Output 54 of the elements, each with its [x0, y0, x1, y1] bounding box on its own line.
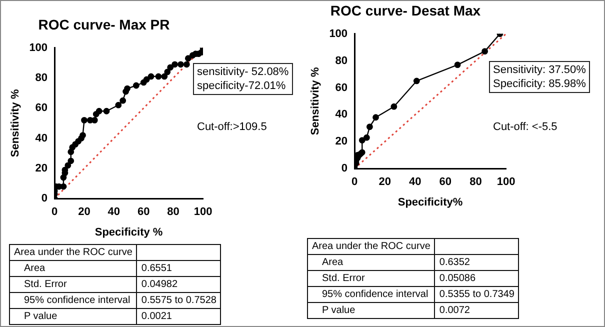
text: 95% confidence interval [10, 292, 137, 308]
x-tick-label: 20 [78, 206, 90, 218]
x-tick-label: 20 [378, 176, 391, 188]
text: P value [308, 302, 435, 318]
text: 0.5575 to 0.7528 [136, 292, 221, 308]
text: 0.6352 [434, 254, 519, 270]
x-tick-label: 100 [194, 206, 212, 218]
y-tick-label: 100 [329, 28, 348, 40]
y-axis-title: Sensitivity % [10, 89, 22, 158]
x-tick-label: 0 [351, 176, 358, 188]
y-tick-label: 60 [35, 102, 48, 114]
y-tick-label: 40 [35, 132, 48, 144]
chart-title: ROC curve- Desat Max [330, 2, 481, 18]
text: Area under the ROC curve [10, 244, 137, 260]
y-axis-title: Sensitivity % [310, 67, 322, 136]
x-tick-label: 60 [137, 206, 150, 218]
y-tick-label: 60 [335, 82, 348, 94]
y-tick-label: 0 [341, 162, 348, 175]
text: 0.05086 [434, 270, 519, 286]
chart-title: ROC curve- Max PR [38, 16, 170, 32]
annotation: specificity-72.01% [197, 79, 287, 93]
x-axis-title: Specificity % [94, 226, 163, 238]
y-tick-label: 80 [335, 54, 348, 67]
annotation: Sensitivity: 37.50% [493, 63, 586, 77]
y-tick-label: 80 [35, 72, 48, 84]
annotation: Cut-off:>109.5 [197, 121, 267, 133]
y-tick-label: 0 [41, 192, 48, 205]
x-tick-label: 0 [51, 206, 58, 218]
text: Std. Error [10, 276, 137, 292]
annotation: Specificity: 85.98% [493, 77, 586, 91]
text: 0.04982 [136, 276, 221, 292]
y-tick-label: 20 [35, 162, 48, 174]
x-tick-label: 60 [439, 176, 452, 188]
y-tick-label: 100 [29, 42, 48, 54]
x-tick-label: 100 [496, 176, 516, 188]
x-tick-label: 80 [167, 206, 180, 218]
y-tick-label: 40 [335, 108, 348, 121]
x-tick-label: 40 [108, 206, 120, 218]
text: 0.0021 [136, 308, 221, 324]
x-tick-label: 80 [470, 176, 482, 188]
text: Area under the ROC curve [308, 238, 435, 254]
text: 0.0072 [434, 302, 519, 318]
text: Area [10, 260, 137, 276]
text: 95% confidence interval [308, 286, 435, 302]
text: Area [308, 254, 435, 270]
x-tick-label: 40 [409, 176, 422, 188]
text: Std. Error [308, 270, 435, 286]
text: 0.5355 to 0.7349 [434, 286, 519, 302]
annotation: sensitivity- 52.08% [197, 65, 289, 79]
y-tick-label: 20 [335, 136, 348, 148]
text: P value [10, 308, 137, 324]
annotation: Cut-off: <-5.5 [493, 121, 558, 133]
text: 0.6551 [136, 260, 221, 276]
x-axis-title: Specificity% [398, 196, 463, 208]
